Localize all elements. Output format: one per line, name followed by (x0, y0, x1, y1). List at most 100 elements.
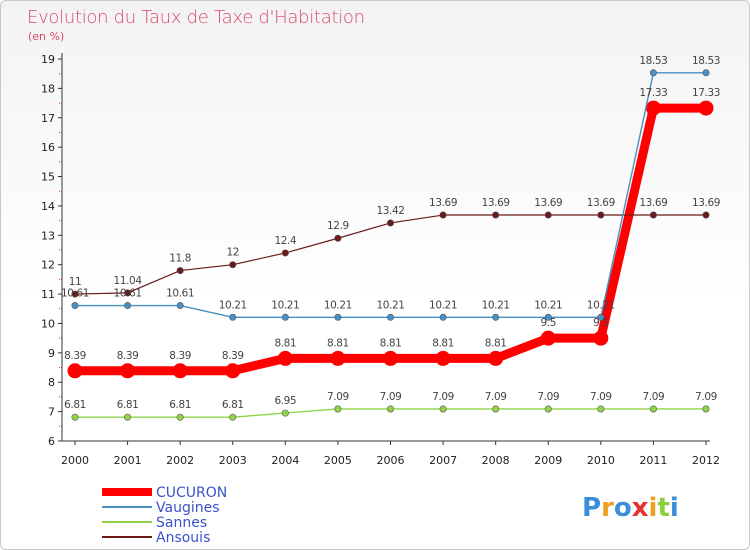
data-point-cucuron (645, 100, 661, 116)
data-label-cucuron: 8.39 (169, 350, 191, 362)
data-point-vaugines (544, 313, 552, 321)
logo-letter: i (649, 493, 658, 523)
data-label-vaugines: 18.53 (692, 55, 720, 67)
data-label-cucuron: 8.39 (64, 350, 86, 362)
data-label-ansouis: 13.69 (639, 197, 667, 209)
data-point-vaugines (649, 69, 657, 77)
data-point-vaugines (597, 313, 605, 321)
data-label-sannes: 7.09 (643, 391, 665, 403)
data-point-cucuron (172, 363, 188, 379)
data-label-cucuron: 8.39 (222, 350, 244, 362)
data-point-vaugines (71, 302, 79, 310)
data-point-ansouis (281, 249, 289, 257)
data-label-sannes: 7.09 (695, 391, 717, 403)
logo-letter: r (601, 493, 614, 523)
logo-letter: x (632, 493, 649, 523)
y-tick-label: 13 (41, 229, 55, 242)
data-point-ansouis (229, 261, 237, 269)
y-tick-label: 18 (41, 82, 55, 95)
data-point-sannes (702, 405, 710, 413)
data-point-ansouis (702, 211, 710, 219)
y-tick-label: 10 (41, 317, 55, 330)
data-label-vaugines: 10.61 (166, 288, 194, 300)
data-label-cucuron: 17.33 (692, 87, 720, 99)
data-point-cucuron (330, 350, 346, 366)
data-label-cucuron: 9.5 (541, 317, 557, 329)
logo-letter: P (582, 493, 601, 523)
data-label-sannes: 6.81 (64, 399, 86, 411)
data-label-cucuron: 8.81 (327, 337, 349, 349)
data-label-sannes: 7.09 (327, 391, 349, 403)
data-point-ansouis (176, 267, 184, 275)
data-label-ansouis: 11 (69, 276, 82, 288)
data-point-sannes (124, 413, 132, 421)
x-tick-label: 2008 (482, 454, 510, 467)
unit-label: (en %) (28, 30, 65, 43)
data-point-ansouis (71, 290, 79, 298)
legend-label-ansouis: Ansouis (156, 530, 210, 546)
data-point-ansouis (386, 219, 394, 227)
data-label-ansouis: 13.69 (482, 197, 510, 209)
y-tick-label: 12 (41, 259, 55, 272)
logo-letter: t (657, 493, 669, 523)
chart-title: Evolution du Taux de Taxe d'Habitation (27, 7, 365, 28)
x-tick-label: 2001 (114, 454, 142, 467)
data-point-ansouis (597, 211, 605, 219)
data-point-ansouis (544, 211, 552, 219)
data-point-cucuron (593, 330, 609, 346)
data-label-ansouis: 12.4 (274, 235, 296, 247)
data-label-ansouis: 13.69 (692, 197, 720, 209)
data-label-vaugines: 10.21 (482, 299, 510, 311)
x-tick-label: 2002 (166, 454, 194, 467)
data-label-vaugines: 18.53 (639, 55, 667, 67)
data-label-sannes: 7.09 (537, 391, 559, 403)
data-point-cucuron (488, 350, 504, 366)
data-label-vaugines: 10.61 (61, 288, 89, 300)
data-point-vaugines (124, 302, 132, 310)
data-label-cucuron: 8.81 (380, 337, 402, 349)
data-point-cucuron (277, 350, 293, 366)
data-label-vaugines: 10.21 (324, 299, 352, 311)
data-label-ansouis: 11.8 (169, 253, 191, 265)
data-label-cucuron: 17.33 (639, 87, 667, 99)
data-label-ansouis: 13.69 (534, 197, 562, 209)
x-tick-label: 2012 (692, 454, 720, 467)
data-label-sannes: 6.81 (222, 399, 244, 411)
data-label-cucuron: 8.39 (117, 350, 139, 362)
data-point-cucuron (67, 363, 83, 379)
x-tick-label: 2009 (534, 454, 562, 467)
y-tick-label: 19 (41, 53, 55, 66)
data-point-cucuron (698, 100, 714, 116)
data-label-ansouis: 12.9 (327, 220, 349, 232)
data-label-cucuron: 8.81 (274, 337, 296, 349)
data-point-vaugines (702, 69, 710, 77)
data-label-sannes: 7.09 (590, 391, 612, 403)
x-tick-label: 2004 (271, 454, 299, 467)
y-tick-label: 14 (41, 200, 55, 213)
y-tick-label: 11 (41, 288, 55, 301)
series-line-cucuron (70, 103, 711, 376)
data-point-sannes (334, 405, 342, 413)
y-tick-label: 7 (48, 406, 55, 419)
data-point-sannes (71, 413, 79, 421)
data-point-vaugines (176, 302, 184, 310)
data-point-sannes (597, 405, 605, 413)
data-point-ansouis (492, 211, 500, 219)
data-point-sannes (544, 405, 552, 413)
data-point-sannes (439, 405, 447, 413)
data-label-cucuron: 8.81 (485, 337, 507, 349)
proxiti-logo: Proxiti (582, 493, 679, 523)
data-label-vaugines: 10.21 (429, 299, 457, 311)
legend-label-vaugines: Vaugines (156, 500, 220, 516)
data-point-ansouis (649, 211, 657, 219)
data-label-cucuron: 9.5 (593, 317, 609, 329)
data-point-cucuron (540, 330, 556, 346)
data-label-sannes: 6.81 (169, 399, 191, 411)
logo-letter: o (614, 493, 632, 523)
data-point-vaugines (439, 313, 447, 321)
data-point-cucuron (435, 350, 451, 366)
y-tick-label: 16 (41, 141, 55, 154)
data-label-vaugines: 10.61 (114, 288, 142, 300)
data-point-cucuron (383, 350, 398, 366)
data-label-cucuron: 8.81 (432, 337, 454, 349)
